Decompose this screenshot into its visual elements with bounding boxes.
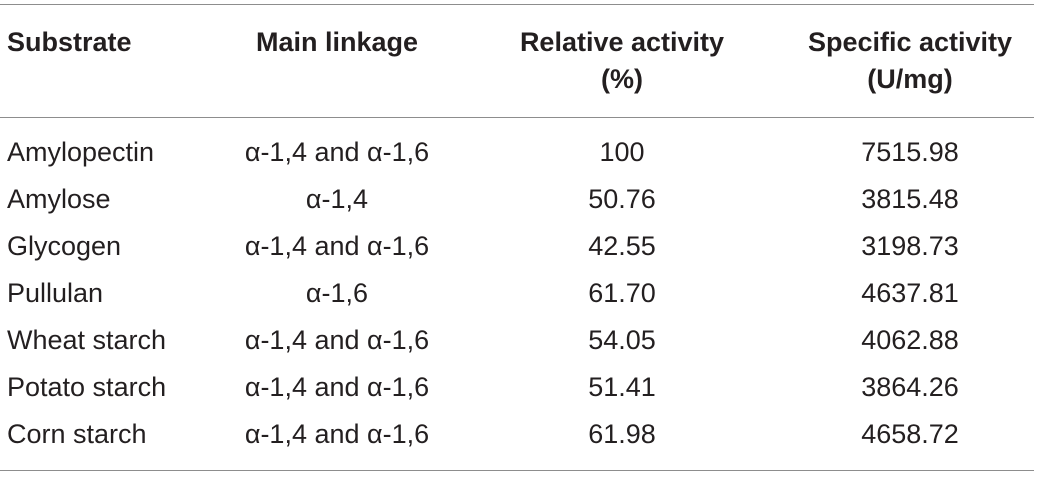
cell-relative-activity: 51.41 [588, 372, 656, 402]
cell-substrate: Wheat starch [7, 325, 167, 355]
cell-specific-activity: 3815.48 [861, 184, 959, 214]
cell-specific-activity: 4637.81 [861, 278, 959, 308]
cell-specific-activity: 4062.88 [861, 325, 959, 355]
cell-main-linkage: α-1,4 and α-1,6 [244, 137, 430, 167]
table-row: Potato starch α-1,4 and α-1,6 51.41 3864… [0, 367, 1034, 414]
table-header-row: Substrate Main linkage Relative activity… [0, 24, 1034, 104]
header-substrate-label: Substrate [7, 27, 132, 57]
cell-relative-activity: 61.98 [588, 419, 656, 449]
header-specific-activity-line2: (U/mg) [867, 64, 953, 94]
cell-relative-activity: 100 [599, 137, 645, 167]
cell-main-linkage: α-1,4 and α-1,6 [244, 372, 430, 402]
header-relative-activity: Relative activity (%) [497, 24, 747, 98]
cell-substrate: Corn starch [7, 419, 147, 449]
table-row: Amylopectin α-1,4 and α-1,6 100 7515.98 [0, 132, 1034, 179]
table-row: Amylose α-1,4 50.76 3815.48 [0, 179, 1034, 226]
table-top-rule [0, 4, 1034, 5]
cell-substrate: Potato starch [7, 372, 167, 402]
cell-substrate: Glycogen [7, 231, 122, 261]
cell-relative-activity: 50.76 [588, 184, 656, 214]
header-main-linkage-label: Main linkage [255, 27, 419, 57]
cell-main-linkage: α-1,4 and α-1,6 [244, 419, 430, 449]
cell-relative-activity: 54.05 [588, 325, 656, 355]
cell-specific-activity: 3864.26 [861, 372, 959, 402]
cell-main-linkage: α-1,4 and α-1,6 [244, 231, 430, 261]
cell-specific-activity: 4658.72 [861, 419, 959, 449]
cell-specific-activity: 3198.73 [861, 231, 959, 261]
cell-relative-activity: 61.70 [588, 278, 656, 308]
table-body: Amylopectin α-1,4 and α-1,6 100 7515.98 … [0, 132, 1034, 461]
table-bottom-rule [0, 470, 1034, 471]
cell-relative-activity: 42.55 [588, 231, 656, 261]
header-main-linkage: Main linkage [217, 24, 457, 61]
cell-main-linkage: α-1,6 [305, 278, 369, 308]
cell-specific-activity: 7515.98 [861, 137, 959, 167]
cell-substrate: Amylose [7, 184, 111, 214]
table-row: Glycogen α-1,4 and α-1,6 42.55 3198.73 [0, 226, 1034, 273]
header-substrate: Substrate [7, 24, 207, 61]
cell-substrate: Pullulan [7, 278, 104, 308]
table-row: Corn starch α-1,4 and α-1,6 61.98 4658.7… [0, 414, 1034, 461]
header-specific-activity-line1: Specific activity [807, 27, 1013, 57]
header-relative-activity-line2: (%) [601, 64, 643, 94]
cell-main-linkage: α-1,4 [305, 184, 369, 214]
table-row: Wheat starch α-1,4 and α-1,6 54.05 4062.… [0, 320, 1034, 367]
header-relative-activity-line1: Relative activity [519, 27, 725, 57]
header-specific-activity: Specific activity (U/mg) [790, 24, 1030, 98]
table-header-rule [0, 117, 1034, 118]
cell-main-linkage: α-1,4 and α-1,6 [244, 325, 430, 355]
table-row: Pullulan α-1,6 61.70 4637.81 [0, 273, 1034, 320]
cell-substrate: Amylopectin [7, 137, 155, 167]
